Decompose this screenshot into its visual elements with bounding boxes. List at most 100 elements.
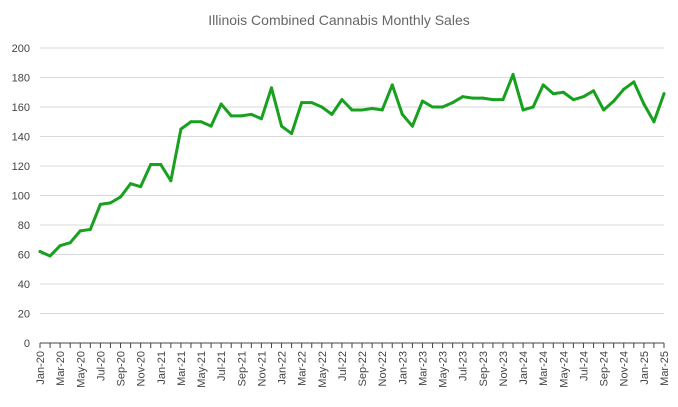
data-point [441,105,445,109]
data-point [269,86,273,90]
data-point [199,120,203,124]
chart-title: Illinois Combined Cannabis Monthly Sales [208,12,469,28]
data-point [229,114,233,118]
y-tick-label: 40 [18,279,30,291]
x-tick-label: May-24 [558,351,570,388]
x-tick-label: May-21 [196,351,208,388]
y-tick-label: 120 [12,161,30,173]
x-tick-label: Jul-21 [216,351,228,381]
data-point [219,102,223,106]
data-point [108,201,112,205]
data-point [159,163,163,167]
data-point [209,124,213,128]
y-tick-label: 180 [12,73,30,85]
data-point [239,114,243,118]
x-tick-label: Jul-24 [578,351,590,381]
x-tick-label: Sep-24 [599,351,611,386]
data-point [501,98,505,102]
data-point [310,101,314,105]
data-point [259,117,263,121]
y-tick-label: 200 [12,43,30,55]
x-tick-label: Jan-24 [518,351,530,385]
data-point [652,120,656,124]
data-point [249,112,253,116]
data-point [290,132,294,136]
data-point [410,124,414,128]
data-point [78,229,82,233]
data-point [169,179,173,183]
data-point [179,127,183,131]
data-point [68,241,72,245]
x-tick-label: Mar-20 [55,351,67,386]
data-point [189,120,193,124]
data-point [612,99,616,103]
y-tick-label: 140 [12,132,30,144]
data-point [98,202,102,206]
data-point [481,96,485,100]
x-tick-label: Jan-25 [639,351,651,385]
y-tick-label: 80 [18,220,30,232]
data-point [48,254,52,258]
data-point [461,95,465,99]
data-point [88,227,92,231]
x-tick-label: Sep-20 [116,351,128,386]
data-point [531,105,535,109]
y-tick-label: 100 [12,191,30,203]
x-tick-label: Jan-22 [277,351,289,385]
data-point [139,185,143,189]
gridlines [40,47,664,314]
x-tick-label: May-23 [438,351,450,388]
x-tick-label: Jul-23 [458,351,470,381]
data-point [662,92,666,96]
x-axis: Jan-20 Mar-20 May-20 Jul-20 Sep-20 Nov-20 Jan-… [35,342,671,388]
x-tick-label: Nov-24 [619,351,631,386]
x-tick-label: May-20 [75,351,87,388]
x-tick-label: May-22 [317,351,329,388]
data-point [129,182,133,186]
data-point [400,112,404,116]
data-point [350,108,354,112]
x-tick-label: Nov-22 [377,351,389,386]
data-point [58,244,62,248]
data-point [340,98,344,102]
y-tick-label: 160 [12,102,30,114]
data-point [491,98,495,102]
y-tick-label: 0 [24,338,30,350]
data-point [511,73,515,77]
data-point [300,101,304,105]
data-point [541,83,545,87]
data-point [642,102,646,106]
data-point [330,112,334,116]
x-tick-label: Jul-22 [337,351,349,381]
data-point [320,105,324,109]
data-point [360,108,364,112]
data-point [451,101,455,105]
x-tick-label: Mar-21 [176,351,188,386]
y-tick-label: 20 [18,309,30,321]
data-point [551,92,555,96]
data-point [602,108,606,112]
x-tick-label: Mar-24 [538,351,550,386]
data-point [581,95,585,99]
data-point [420,99,424,103]
x-tick-label: Mar-25 [659,351,671,386]
y-tick-label: 60 [18,250,30,262]
x-tick-label: Jan-21 [156,351,168,385]
x-tick-label: Nov-21 [256,351,268,386]
data-point [280,124,284,128]
x-tick-label: Jul-20 [95,351,107,381]
data-point [571,98,575,102]
data-point [471,96,475,100]
x-tick-label: Nov-20 [136,351,148,386]
x-tick-label: Mar-23 [417,351,429,386]
data-point [38,250,42,254]
x-tick-label: Jan-23 [397,351,409,385]
data-point [431,105,435,109]
data-point [622,87,626,91]
data-point [380,108,384,112]
x-tick-label: Sep-22 [357,351,369,386]
series-layer [38,73,666,258]
x-tick-label: Sep-23 [478,351,490,386]
